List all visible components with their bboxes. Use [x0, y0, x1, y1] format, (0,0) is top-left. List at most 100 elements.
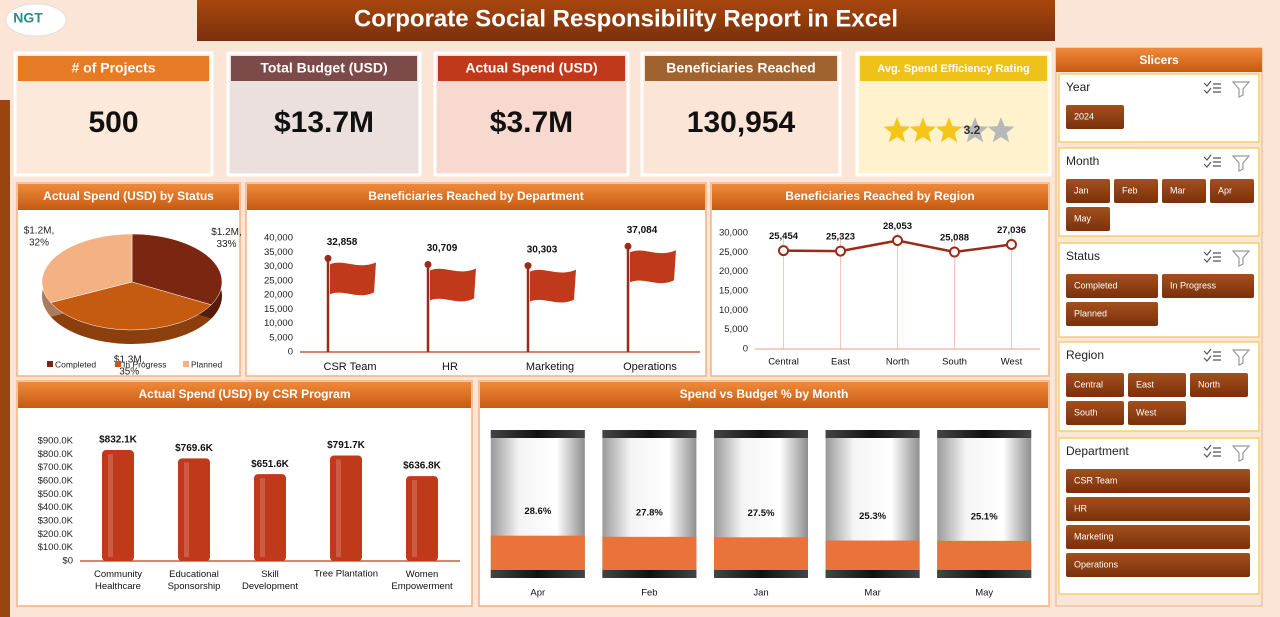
y-tick-label: 35,000 [264, 247, 293, 258]
slicer-button[interactable] [1162, 274, 1254, 298]
kpi-label: Total Budget (USD) [260, 60, 387, 76]
slicer-button[interactable] [1210, 179, 1254, 203]
y-tick-label: 20,000 [719, 266, 748, 277]
legend-swatch [183, 361, 189, 367]
slicer-button[interactable] [1114, 179, 1158, 203]
y-tick-label: 5,000 [269, 332, 293, 343]
chart-title-bar [247, 184, 705, 210]
pie-slice [131, 233, 223, 306]
slicer-button[interactable] [1066, 274, 1158, 298]
slicer-item[interactable]: South [1074, 407, 1098, 417]
slicer-item[interactable]: Apr [1218, 185, 1232, 195]
slicer-item[interactable]: HR [1074, 503, 1087, 513]
chart-panel [16, 380, 473, 607]
y-tick-label: 20,000 [264, 290, 293, 301]
cylinder-cap [714, 570, 808, 578]
slicer-button[interactable] [1066, 179, 1110, 203]
slicer-button[interactable] [1066, 373, 1124, 397]
y-tick-label: 5,000 [724, 324, 748, 335]
multi-select-icon[interactable] [1203, 154, 1221, 168]
multi-select-icon[interactable] [1203, 348, 1221, 362]
logo-text: NGT [13, 10, 43, 26]
flag [530, 269, 576, 303]
data-label: 37,084 [627, 225, 658, 236]
x-tick-label: Educational Sponsorship [168, 569, 221, 592]
multi-select-icon[interactable] [1203, 444, 1221, 458]
x-tick-label: Community Healthcare [94, 569, 142, 592]
clear-filter-icon[interactable] [1231, 349, 1251, 366]
chart-title: Actual Spend (USD) by CSR Program [138, 387, 350, 401]
star [909, 117, 937, 143]
pie-slice [50, 281, 212, 331]
slicer-item[interactable]: CSR Team [1074, 475, 1117, 485]
slicer-item[interactable]: May [1074, 213, 1092, 223]
slicer-item[interactable]: Mar [1170, 185, 1186, 195]
slicer-item[interactable]: Central [1074, 379, 1103, 389]
cylinder-cap [937, 570, 1032, 578]
slicer-button[interactable] [1066, 497, 1250, 521]
logo [5, 3, 67, 37]
slicer-button[interactable] [1066, 105, 1124, 129]
slicer-button[interactable] [1066, 401, 1124, 425]
slicer-button[interactable] [1190, 373, 1248, 397]
kpi-value: $13.7M [274, 106, 374, 139]
bar-shine [184, 462, 189, 557]
y-tick-label: $500.0K [38, 489, 74, 500]
multi-select-icon[interactable] [1203, 80, 1221, 94]
slicer-item[interactable]: North [1198, 379, 1220, 389]
slicer-item[interactable]: Completed [1074, 280, 1118, 290]
slicer-button[interactable] [1066, 553, 1250, 577]
data-label: 27.5% [748, 508, 775, 519]
line-marker [892, 235, 903, 247]
slicer-item[interactable]: Marketing [1074, 531, 1114, 541]
data-label: 25,323 [826, 232, 855, 243]
slicer-item[interactable]: Operations [1074, 559, 1119, 569]
chart-title: Beneficiaries Reached by Region [785, 189, 974, 203]
chart-title-bar [712, 184, 1048, 210]
star-rating [883, 117, 1015, 143]
line-marker [949, 246, 960, 258]
slicer-button[interactable] [1162, 179, 1206, 203]
slicer-button[interactable] [1066, 207, 1110, 231]
x-tick-label: Operations [623, 361, 677, 373]
y-tick-label: $900.0K [38, 436, 74, 447]
slicer-button[interactable] [1066, 469, 1250, 493]
data-label: 33% [216, 239, 236, 250]
clear-filter-icon[interactable] [1231, 155, 1251, 172]
x-tick-label: May [975, 588, 993, 599]
flag [630, 250, 676, 284]
data-label: 30,709 [427, 243, 458, 254]
slicer-item[interactable]: 2024 [1074, 111, 1094, 121]
clear-filter-icon[interactable] [1231, 81, 1251, 98]
y-tick-label: $300.0K [38, 516, 74, 527]
slicer-item[interactable]: West [1136, 407, 1157, 417]
multi-select-icon[interactable] [1203, 249, 1221, 263]
data-label: $1.2M, [24, 225, 55, 236]
slicer-item[interactable]: Jan [1074, 185, 1089, 195]
slicer-item[interactable]: Planned [1074, 308, 1107, 318]
line-marker [1006, 238, 1017, 250]
chart-panel [710, 182, 1050, 377]
data-label: $769.6K [175, 443, 214, 454]
kpi-rating: 3.2 [964, 123, 981, 137]
y-tick-label: $600.0K [38, 476, 74, 487]
slicer-item[interactable]: East [1136, 379, 1155, 389]
data-label: 28.6% [524, 506, 551, 517]
x-tick-label: Apr [530, 588, 545, 599]
slicer-button[interactable] [1066, 302, 1158, 326]
slicer-button[interactable] [1128, 373, 1186, 397]
clear-filter-icon[interactable] [1231, 250, 1251, 267]
legend-label: In Progress [123, 359, 166, 369]
cylinder-cap [490, 430, 585, 438]
slicer-button[interactable] [1128, 401, 1186, 425]
x-tick-label: North [886, 357, 909, 368]
slicer-item[interactable]: Feb [1122, 185, 1138, 195]
clear-filter-icon[interactable] [1231, 445, 1251, 462]
data-label: 25.1% [971, 511, 998, 522]
slicer-button[interactable] [1066, 525, 1250, 549]
kpi-header [18, 56, 209, 81]
data-label: 25,088 [940, 233, 969, 244]
slicer-item[interactable]: In Progress [1170, 280, 1217, 290]
x-tick-label: CSR Team [324, 361, 377, 373]
star [987, 117, 1015, 143]
